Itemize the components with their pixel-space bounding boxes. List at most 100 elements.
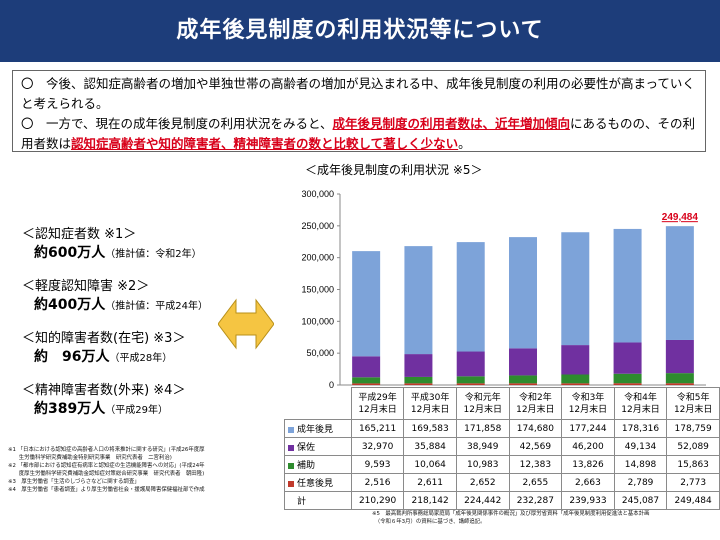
table-cell: 9,593	[350, 455, 405, 474]
table-row: 任意後見 2,516 2,611 2,652 2,655 2,663 2,789 2,773	[284, 473, 720, 492]
chart-title: ＜成年後見制度の利用状況 ※5＞	[305, 163, 483, 177]
table-row-header: 補助	[284, 455, 352, 474]
bar-segment	[561, 374, 590, 384]
stat-group: ＜軽度認知障害 ※2＞ 約400万人（推計値：平成24年）	[22, 278, 252, 316]
bar-segment	[456, 351, 485, 377]
page-title: 成年後見制度の利用状況等について	[0, 0, 720, 62]
bar-segment	[456, 242, 485, 352]
stat-value-row: 約600万人（推計値：令和2年）	[22, 244, 252, 264]
bar-segment	[456, 383, 485, 385]
bar-segment	[352, 377, 381, 384]
y-tick-label: 150,000	[301, 285, 334, 295]
bar-segment	[352, 356, 381, 378]
table-cell: 32,970	[350, 437, 405, 456]
table-cell: 218,142	[403, 491, 457, 510]
table-column-header: 令和4年 12月末日	[613, 387, 668, 420]
stat-label: ＜軽度認知障害 ※2＞	[22, 279, 150, 294]
table-row: 成年後見 165,211 169,583 171,858 174,680 177,244 1…	[284, 419, 720, 438]
table-column-header: 令和3年 12月末日	[561, 387, 615, 420]
bar-segment	[509, 375, 537, 384]
table-row-header: 計	[284, 491, 352, 510]
table-cell: 46,200	[561, 437, 615, 456]
table-cell: 2,652	[455, 473, 510, 492]
data-table: 平成29年 12月末日 平成30年 12月末日 令和元年 12月末日 令和2年 12月末日 令和…	[284, 387, 720, 510]
footnote-line: 度厚生労働科学研究費補助金認知症対策総合研究事業 研究代表者 朝田隆)	[8, 471, 205, 477]
footnote-line: ※3 厚生労働省「生活のしづらさなどに関する調査」	[8, 479, 140, 485]
table-row-total: 計 210,290 218,142 224,442 232,287 239,933 245,…	[284, 491, 720, 510]
intro-text-b: にあるものの、その利用者数は	[21, 116, 696, 151]
table-cell: 13,826	[561, 455, 615, 474]
bar-segment	[352, 251, 381, 357]
intro-paragraph-1: 〇 今後、認知症高齢者の増加や単独世帯の高齢者の増加が見込まれる中、成年後見制度…	[21, 76, 695, 111]
table-cell: 12,383	[508, 455, 563, 474]
table-cell: 49,134	[613, 437, 668, 456]
table-cell: 178,316	[613, 419, 668, 438]
intro-paragraph-2: 〇 一方で、現在の成年後見制度の利用状況をみると、成年後見制度の利用者数は、近年…	[21, 114, 697, 154]
stat-label: ＜知的障害者数(在宅) ※3＞	[22, 331, 186, 346]
table-cell: 169,583	[403, 419, 457, 438]
bar-segment	[561, 383, 590, 385]
intro-text-c: 。	[458, 136, 471, 151]
table-cell: 15,863	[666, 455, 720, 474]
table-cell: 239,933	[561, 491, 615, 510]
table-column-header: 令和元年 12月末日	[455, 387, 510, 420]
table-cell: 245,087	[613, 491, 668, 510]
table-column-header: 令和2年 12月末日	[508, 387, 563, 420]
table-cell: 2,516	[350, 473, 405, 492]
table-cell: 165,211	[350, 419, 405, 438]
source-note: ※5 最高裁判所事務総局家庭局「成年後見関係事件の概況」及び厚労省資料「成年後見…	[372, 510, 718, 526]
table-cell: 178,759	[666, 419, 720, 438]
stat-value-row: 約389万人（平成29年）	[22, 400, 252, 420]
legend-swatch	[288, 444, 294, 451]
bar-segment	[561, 345, 590, 375]
stat-value: 約400万人	[34, 297, 106, 313]
bar-segment	[509, 348, 537, 376]
stat-label: ＜精神障害者数(外来) ※4＞	[22, 383, 186, 398]
legend-swatch	[288, 426, 294, 433]
table-cell: 2,663	[561, 473, 615, 492]
bar-segment	[404, 354, 433, 377]
table-cell: 14,898	[613, 455, 668, 474]
population-stats: ＜認知症者数 ※1＞ 約600万人（推計値：令和2年） ＜軽度認知障害 ※2＞ …	[22, 226, 252, 434]
table-cell: 210,290	[350, 491, 405, 510]
table-row-header: 保佐	[284, 437, 352, 456]
bar-segment	[404, 246, 433, 355]
table-cell: 42,569	[508, 437, 563, 456]
stat-note: （推計値：平成24年）	[105, 301, 208, 312]
source-line: （令和６年3月）の資料に基づき、講師追記。	[372, 519, 486, 525]
bar-segment	[352, 383, 381, 385]
bar-segment	[665, 339, 694, 374]
source-line: ※5 最高裁判所事務総局家庭局「成年後見関係事件の概況」及び厚労省資料「成年後見…	[372, 511, 650, 517]
footnote-line: ※4 厚生労働省「患者調査」より厚生労働省社会・援護局障害保健福祉部で作成	[8, 487, 205, 493]
table-column-header: 平成29年 12月末日	[350, 387, 405, 420]
bar-segment	[613, 373, 642, 384]
y-tick-label: 0	[329, 380, 334, 390]
table-cell: 174,680	[508, 419, 563, 438]
bar-segment	[613, 342, 642, 374]
bar-segment	[665, 383, 694, 385]
table-row-header: 成年後見	[284, 419, 352, 438]
footnote-line: ※2 「都市部における認知症有病率と認知症の生活機能障害への対応」(平成24年	[8, 463, 205, 469]
stat-value-row: 約400万人（推計値：平成24年）	[22, 296, 252, 316]
table-cell: 10,983	[455, 455, 510, 474]
table-row: 保佐 32,970 35,884 38,949 42,569 46,200 49,134 52…	[284, 437, 720, 456]
bar-segment	[665, 373, 694, 384]
bar-segment	[665, 226, 694, 340]
table-cell: 38,949	[455, 437, 510, 456]
table-cell: 249,484	[666, 491, 720, 510]
table-column-header: 令和5年 12月末日	[666, 387, 720, 420]
stat-group: ＜知的障害者数(在宅) ※3＞ 約 96万人（平成28年）	[22, 330, 252, 368]
bar-segment	[404, 376, 433, 384]
table-cell: 177,244	[561, 419, 615, 438]
stat-value: 約600万人	[34, 245, 106, 261]
footnotes: ※1 「日本における認知症の高齢者人口の将来推計に関する研究」(平成26年度厚 …	[8, 446, 290, 494]
y-tick-label: 300,000	[301, 189, 334, 199]
bar-segment	[509, 237, 537, 349]
table-column-header: 平成30年 12月末日	[403, 387, 457, 420]
intro-highlight-2: 認知症高齢者や知的障害者、精神障害者の数と比較して著しく少ない	[71, 136, 459, 151]
table-cell: 2,611	[403, 473, 457, 492]
stat-value: 約389万人	[34, 401, 106, 417]
table-cell: 52,089	[666, 437, 720, 456]
total-highlight-label: 249,484	[662, 212, 699, 223]
table-cell: 2,655	[508, 473, 563, 492]
